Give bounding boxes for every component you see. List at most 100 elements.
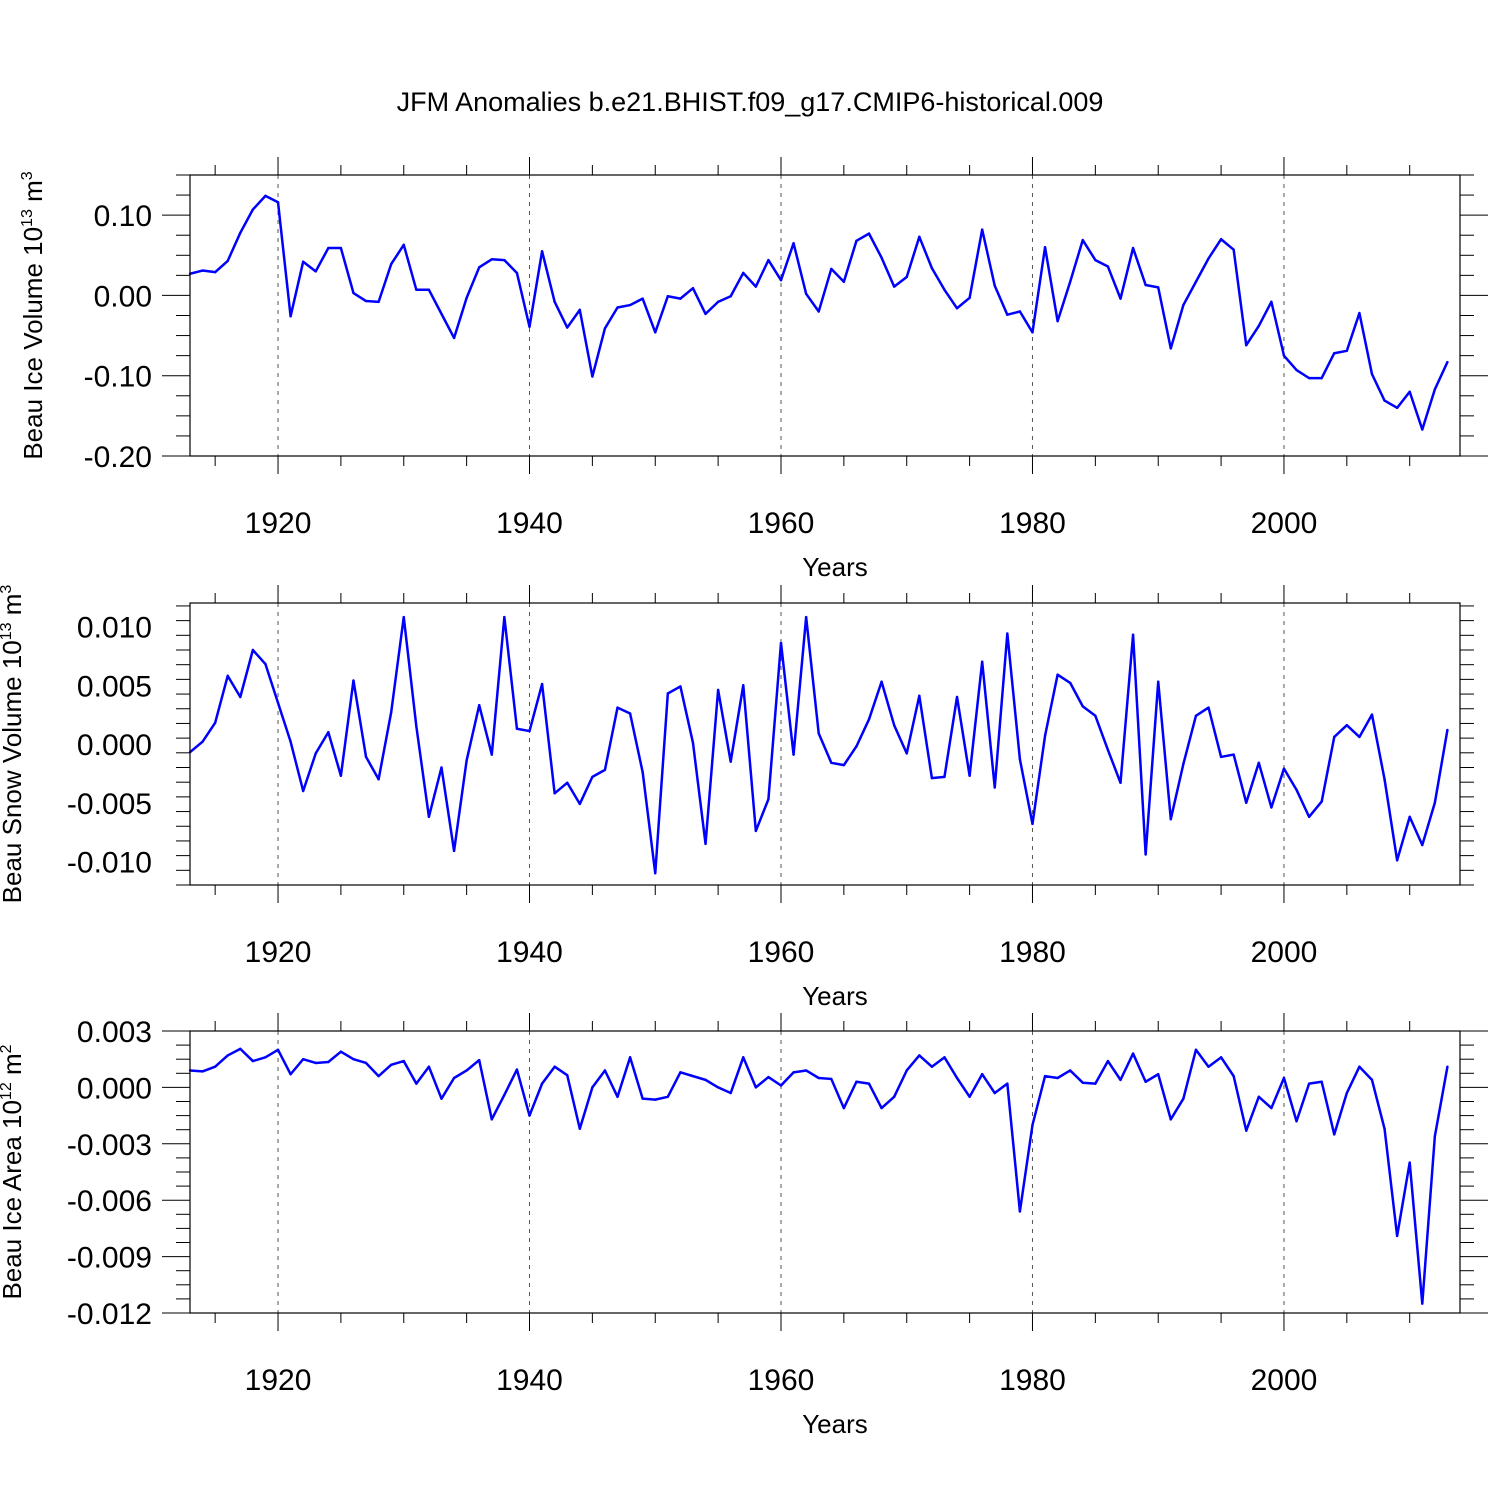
data-point xyxy=(1370,713,1374,716)
data-point xyxy=(1068,1069,1072,1072)
data-point xyxy=(1031,1123,1034,1127)
data-point xyxy=(1358,311,1361,315)
data-point xyxy=(1131,246,1135,250)
data-point xyxy=(1370,1078,1374,1082)
y-axis-title-part: Beau Ice Area 10 xyxy=(0,1100,27,1299)
data-point xyxy=(389,711,393,714)
y-tick-label: -0.20 xyxy=(84,441,152,474)
data-point xyxy=(213,721,217,725)
data-point xyxy=(226,674,229,678)
data-point xyxy=(1257,324,1261,328)
y-tick-label: 0.005 xyxy=(77,670,152,703)
data-point xyxy=(540,1082,544,1085)
data-point xyxy=(1169,1118,1172,1121)
plot-frame xyxy=(189,602,1461,886)
data-point xyxy=(729,760,732,763)
series-line-snow-volume xyxy=(189,615,1449,875)
data-point xyxy=(628,303,632,307)
data-point xyxy=(980,660,984,663)
data-point xyxy=(239,695,242,699)
data-point xyxy=(201,1070,204,1073)
data-point xyxy=(842,763,846,767)
data-point xyxy=(515,271,519,275)
data-point xyxy=(415,725,418,728)
data-point xyxy=(666,1095,670,1099)
data-point xyxy=(402,615,405,619)
data-point xyxy=(528,325,531,328)
x-axis-title: Years xyxy=(802,552,868,582)
data-point xyxy=(1131,633,1135,636)
data-point xyxy=(1157,680,1160,683)
data-point xyxy=(503,258,506,262)
data-point xyxy=(603,768,607,772)
data-point xyxy=(754,1086,758,1089)
data-point xyxy=(1395,859,1399,862)
data-point xyxy=(1383,399,1386,402)
x-axis-title: Years xyxy=(802,1409,868,1439)
data-point xyxy=(352,1058,355,1061)
data-point xyxy=(754,829,758,833)
x-tick-label: 2000 xyxy=(1251,507,1318,540)
data-point xyxy=(1446,360,1449,364)
data-point xyxy=(817,732,820,735)
y-tick-label: -0.003 xyxy=(67,1129,152,1162)
data-point xyxy=(1119,1078,1122,1082)
data-point xyxy=(679,685,682,688)
data-point xyxy=(478,1058,481,1062)
data-point xyxy=(1433,1135,1437,1138)
chart-title: JFM Anomalies b.e21.BHIST.f09_g17.CMIP6-… xyxy=(397,87,1104,117)
data-point xyxy=(276,701,280,705)
data-point xyxy=(716,1086,720,1089)
data-point xyxy=(603,327,607,330)
data-point xyxy=(452,336,456,340)
data-point xyxy=(452,1076,456,1080)
data-point xyxy=(892,1095,896,1099)
data-point xyxy=(867,718,871,721)
x-tick-label: 2000 xyxy=(1251,936,1318,969)
data-point xyxy=(1031,822,1034,826)
data-point xyxy=(276,1048,280,1052)
data-point xyxy=(691,287,695,290)
data-point xyxy=(1433,388,1437,391)
data-point xyxy=(1295,1120,1298,1123)
data-point xyxy=(1018,758,1022,761)
data-point xyxy=(1094,258,1097,262)
data-point xyxy=(817,310,820,313)
data-point xyxy=(980,228,984,231)
x-tick-label: 1960 xyxy=(748,936,815,969)
data-point xyxy=(1232,1074,1235,1078)
data-point xyxy=(1056,673,1059,676)
data-point xyxy=(1144,283,1147,287)
data-point xyxy=(1370,372,1374,376)
x-tick-label: 1980 xyxy=(999,507,1066,540)
data-point xyxy=(792,753,795,756)
data-point xyxy=(1031,331,1034,334)
data-point xyxy=(1395,1234,1399,1238)
data-point xyxy=(440,312,443,316)
data-point xyxy=(264,194,267,198)
data-point xyxy=(251,648,255,652)
data-point xyxy=(377,300,380,304)
data-point xyxy=(716,300,720,304)
data-point xyxy=(1182,762,1185,766)
data-point xyxy=(478,704,481,707)
data-point xyxy=(943,775,946,779)
data-point xyxy=(654,1098,657,1101)
data-point xyxy=(905,275,908,279)
data-point xyxy=(402,243,405,247)
data-point xyxy=(289,315,292,318)
y-tick-label: -0.009 xyxy=(67,1242,152,1275)
y-axis-title-superscript: 13 xyxy=(19,209,36,227)
data-point xyxy=(389,1063,393,1067)
data-point xyxy=(641,1097,644,1100)
data-point xyxy=(339,246,343,250)
data-point xyxy=(842,280,846,283)
data-point xyxy=(955,695,959,699)
panel-snow-volume: 0.010 0.005 0.000 -0.005 -0.010 1920 1940 1960 1… xyxy=(0,585,1474,1011)
data-point xyxy=(465,1069,468,1072)
data-point xyxy=(830,761,833,764)
x-tick-label: 1940 xyxy=(496,507,563,540)
data-point xyxy=(892,285,896,288)
data-point xyxy=(327,731,330,734)
